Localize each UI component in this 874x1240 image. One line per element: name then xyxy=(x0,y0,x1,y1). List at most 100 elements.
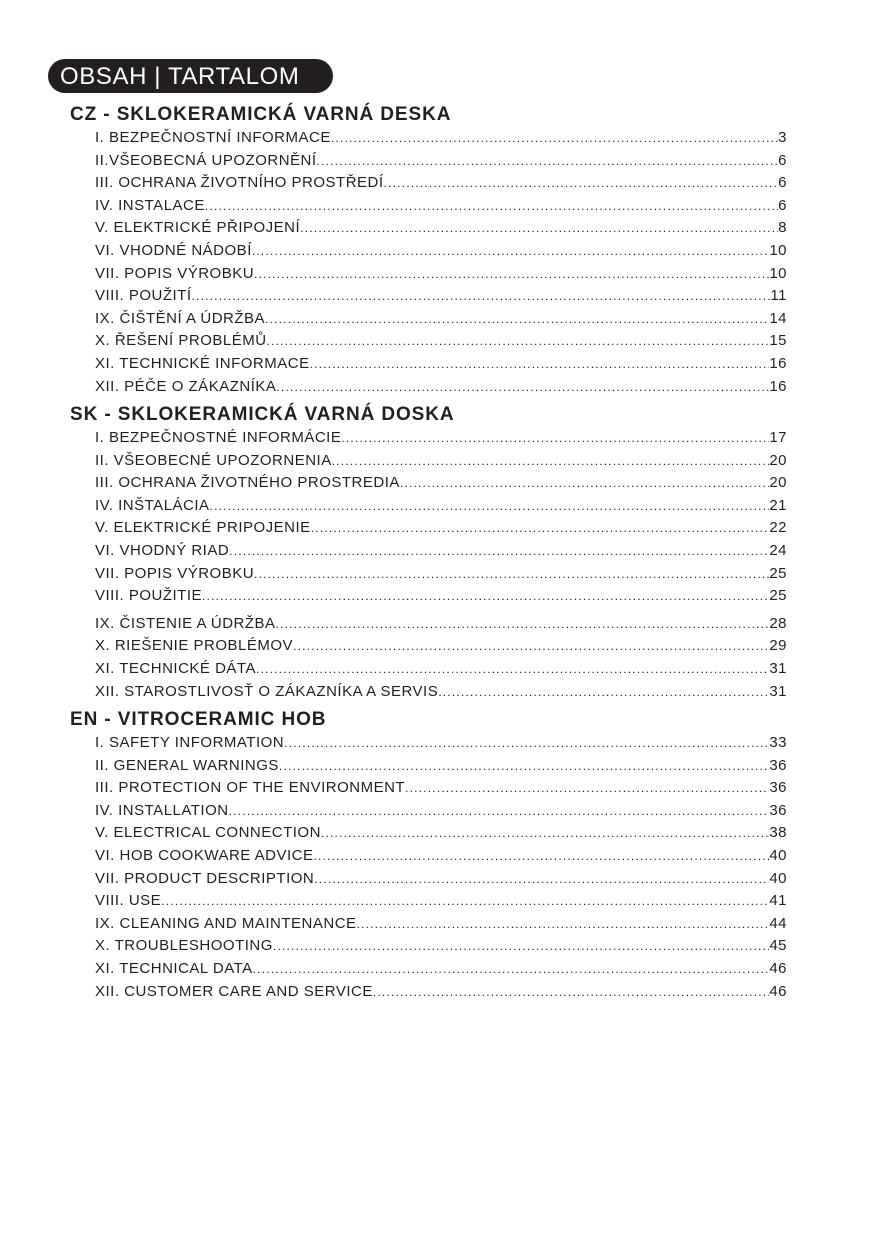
dot-leader xyxy=(310,353,770,376)
toc-title-banner: OBSAH | TARTALOM xyxy=(48,59,333,93)
entry-label: X. TROUBLESHOOTING xyxy=(95,937,273,955)
entry-label: XII. PÉČE O ZÁKAZNÍKA xyxy=(95,377,277,395)
entry-label: XI. TECHNICKÉ DÁTA xyxy=(95,659,256,677)
dot-leader xyxy=(341,427,769,450)
entry-label: VIII. USE xyxy=(95,892,162,910)
toc-entry[interactable]: IX. CLEANING AND MAINTENANCE 44 xyxy=(95,913,787,936)
entry-label: VII. PRODUCT DESCRIPTION xyxy=(95,869,315,887)
toc-section: SK - SKLOKERAMICKÁ VARNÁ DOSKA I. BEZPEČN… xyxy=(70,403,787,703)
page-number: 3 xyxy=(778,129,787,146)
entry-label: II. VŠEOBECNÉ UPOZORNENIA xyxy=(95,451,332,469)
entry-label: IX. ČIŠTĚNÍ A ÚDRŽBA xyxy=(95,309,266,327)
toc-entry[interactable]: XII. PÉČE O ZÁKAZNÍKA 16 xyxy=(95,376,787,399)
page-number: 46 xyxy=(769,959,787,977)
section-title: CZ - SKLOKERAMICKÁ VARNÁ DESKA xyxy=(70,104,452,125)
page-number: 31 xyxy=(769,659,787,677)
toc-entry[interactable]: I. BEZPEČNOSTNÉ INFORMÁCIE 17 xyxy=(95,427,787,450)
toc-entry[interactable]: X. RIEŠENIE PROBLÉMOV 29 xyxy=(95,635,787,658)
entry-label: X. ŘEŠENÍ PROBLÉMŮ xyxy=(95,332,267,350)
page-number: 44 xyxy=(769,914,787,932)
toc-entry[interactable]: IV. INSTALLATION 36 xyxy=(95,800,787,823)
dot-leader xyxy=(273,935,769,958)
toc-entry[interactable]: VI. VHODNÉ NÁDOBÍ 10 xyxy=(95,240,787,263)
page-number: 33 xyxy=(769,734,787,751)
page-number: 15 xyxy=(769,332,787,350)
dot-leader xyxy=(357,913,770,936)
dot-leader xyxy=(331,127,778,150)
toc-entry[interactable]: XI. TECHNICKÉ DÁTA 31 xyxy=(95,658,787,681)
page-number: 31 xyxy=(769,682,787,700)
page-number: 40 xyxy=(769,846,787,864)
entry-label: XI. TECHNICKÉ INFORMACE xyxy=(95,354,310,372)
entry-label: III. PROTECTION OF THE ENVIRONMENT xyxy=(95,779,406,797)
toc-entry[interactable]: XII. CUSTOMER CARE AND SERVICE 46 xyxy=(95,981,787,1004)
toc-entry[interactable]: XII. STAROSTLIVOSŤ O ZÁKAZNÍKA A SERVIS 3… xyxy=(95,681,787,704)
toc-entry[interactable]: I. SAFETY INFORMATION 33 xyxy=(95,732,787,755)
entry-label: IV. INSTALLATION xyxy=(95,801,229,819)
entry-label: I. BEZPEČNOSTNÉ INFORMÁCIE xyxy=(95,429,342,446)
toc-entry[interactable]: II. VŠEOBECNÉ UPOZORNENIA 20 xyxy=(95,450,787,473)
toc-entry[interactable]: XI. TECHNICKÉ INFORMACE 16 xyxy=(95,353,787,376)
dot-leader xyxy=(229,540,769,563)
entry-label: VII. POPIS VÝROBKU xyxy=(95,564,255,582)
page-number: 14 xyxy=(769,309,787,327)
dot-leader xyxy=(321,822,769,845)
dot-leader xyxy=(276,613,770,636)
page-number: 36 xyxy=(769,801,787,819)
toc-entry[interactable]: VIII. POUŽITÍ 11 xyxy=(95,285,787,308)
toc-entry[interactable]: VI. HOB COOKWARE ADVICE 40 xyxy=(95,845,787,868)
dot-leader xyxy=(279,755,769,778)
toc-entry[interactable]: III. PROTECTION OF THE ENVIRONMENT 36 xyxy=(95,777,787,800)
entry-label: XII. CUSTOMER CARE AND SERVICE xyxy=(95,982,373,1000)
dot-leader xyxy=(313,845,769,868)
dot-leader xyxy=(317,150,779,173)
entry-label: IX. ČISTENIE A ÚDRŽBA xyxy=(95,614,276,632)
toc-entry[interactable]: I. BEZPEČNOSTNÍ INFORMACE 3 xyxy=(95,127,787,150)
toc-entry[interactable]: IX. ČISTENIE A ÚDRŽBA 28 xyxy=(95,613,787,636)
page-number: 25 xyxy=(769,564,787,582)
toc-entry[interactable]: VIII. POUŽITIE 25 xyxy=(95,585,787,608)
page-number: 10 xyxy=(769,264,787,282)
toc-entry[interactable]: X. ŘEŠENÍ PROBLÉMŮ 15 xyxy=(95,330,787,353)
toc-entry[interactable]: X. TROUBLESHOOTING 45 xyxy=(95,935,787,958)
page-number: 17 xyxy=(769,429,787,446)
page-number: 28 xyxy=(769,614,787,632)
toc-entry[interactable]: V. ELEKTRICKÉ PŘIPOJENÍ 8 xyxy=(95,217,787,240)
dot-leader xyxy=(300,217,778,240)
page-number: 36 xyxy=(769,756,787,774)
toc-entry[interactable]: VII. PRODUCT DESCRIPTION 40 xyxy=(95,868,787,891)
toc-entry[interactable]: VII. POPIS VÝROBKU 10 xyxy=(95,263,787,286)
page-number: 8 xyxy=(778,219,787,237)
toc-entry[interactable]: II. GENERAL WARNINGS 36 xyxy=(95,755,787,778)
page-number: 10 xyxy=(769,241,787,259)
toc-entry[interactable]: IX. ČIŠTĚNÍ A ÚDRŽBA 14 xyxy=(95,308,787,331)
toc-entry[interactable]: VII. POPIS VÝROBKU 25 xyxy=(95,563,787,586)
toc-entry[interactable]: V. ELECTRICAL CONNECTION 38 xyxy=(95,822,787,845)
toc-entry[interactable]: IV. INSTALACE 6 xyxy=(95,195,787,218)
dot-leader xyxy=(311,517,770,540)
toc-entry[interactable]: III. OCHRANA ŽIVOTNÍHO PROSTŘEDÍ 6 xyxy=(95,172,787,195)
entry-label: XII. STAROSTLIVOSŤ O ZÁKAZNÍKA A SERVIS xyxy=(95,682,439,700)
toc-entry[interactable]: IV. INŠTALÁCIA 21 xyxy=(95,495,787,518)
dot-leader xyxy=(252,240,769,263)
dot-leader xyxy=(265,308,769,331)
toc-entry[interactable]: III. OCHRANA ŽIVOTNÉHO PROSTREDIA 20 xyxy=(95,472,787,495)
toc-entry[interactable]: II.VŠEOBECNÁ UPOZORNĚNÍ 6 xyxy=(95,150,787,173)
toc-entry[interactable]: XI. TECHNICAL DATA 46 xyxy=(95,958,787,981)
entry-label: I. SAFETY INFORMATION xyxy=(95,734,285,751)
toc-entry[interactable]: VI. VHODNÝ RIAD 24 xyxy=(95,540,787,563)
dot-leader xyxy=(161,890,769,913)
dot-leader xyxy=(256,658,769,681)
entry-label: VIII. POUŽITÍ xyxy=(95,287,192,305)
toc-entry[interactable]: VIII. USE 41 xyxy=(95,890,787,913)
dot-leader xyxy=(253,958,770,981)
entry-label: VI. HOB COOKWARE ADVICE xyxy=(95,846,314,864)
toc-section: CZ - SKLOKERAMICKÁ VARNÁ DESKA I. BEZPEČN… xyxy=(70,103,787,398)
dot-leader xyxy=(229,800,770,823)
toc-entry[interactable]: V. ELEKTRICKÉ PRIPOJENIE 22 xyxy=(95,517,787,540)
toc-section: EN - VITROCERAMIC HOB I. SAFETY INFORMATI… xyxy=(70,708,787,1003)
dot-leader xyxy=(202,585,769,608)
dot-leader xyxy=(267,330,770,353)
dot-leader xyxy=(276,376,769,399)
dot-leader xyxy=(254,263,769,286)
